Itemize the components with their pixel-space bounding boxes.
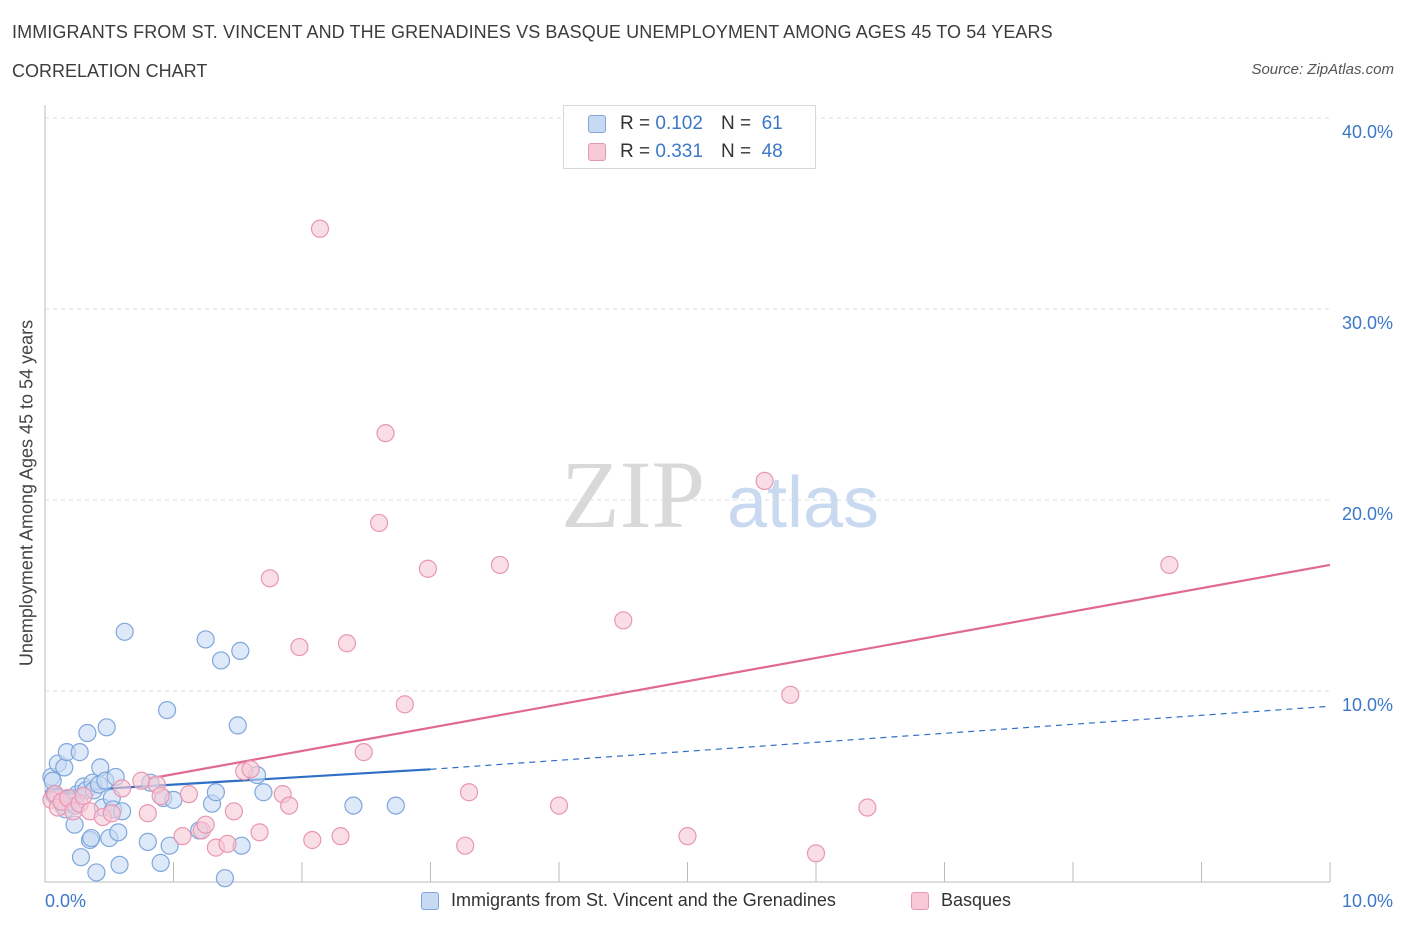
data-points (42, 219, 1179, 888)
point-immigrants (344, 796, 363, 815)
point-basques (74, 786, 93, 806)
source-credit: Source: ZipAtlas.com (1251, 61, 1394, 78)
point-immigrants (211, 651, 231, 670)
point-immigrants (151, 853, 170, 873)
point-basques (303, 830, 322, 850)
trend-line-basques (147, 563, 1331, 780)
point-basques (179, 785, 199, 804)
grid-lines (45, 117, 1330, 692)
point-basques (250, 823, 269, 842)
tick-labels: 10.0% 20.0% 30.0% 40.0% 0.0% 10.0% (45, 122, 1393, 911)
stats-legend: R = 0.102 N = 61 R = 0.331 N = 48 (563, 105, 816, 169)
point-immigrants (254, 783, 273, 802)
point-basques (337, 634, 357, 653)
point-immigrants (157, 700, 177, 720)
axes (44, 105, 1331, 883)
point-basques (781, 685, 800, 704)
point-immigrants (228, 716, 247, 735)
point-basques (260, 569, 279, 588)
watermark-zip: ZIP (561, 441, 705, 548)
series-legend-label: Immigrants from St. Vincent and the Gren… (451, 890, 836, 910)
point-basques (112, 779, 132, 798)
point-basques (614, 611, 633, 630)
point-immigrants (160, 836, 179, 855)
series-legend-immigrants: Immigrants from St. Vincent and the Gren… (421, 890, 836, 911)
point-basques (418, 559, 438, 578)
point-immigrants (115, 622, 134, 641)
trend-lines (44, 563, 1331, 794)
y-tick-label: 40.0% (1342, 122, 1393, 142)
trend-line-immigrants-dashed (430, 705, 1331, 770)
point-basques (138, 804, 157, 823)
point-immigrants (70, 743, 89, 762)
series-swatch-blue (421, 891, 439, 910)
x-tick-label: 0.0% (45, 891, 86, 911)
point-basques (132, 771, 151, 790)
point-immigrants (82, 828, 101, 848)
x-tick-label: 10.0% (1342, 891, 1393, 911)
legend-n-label: N = (720, 113, 752, 134)
point-basques (354, 743, 373, 762)
point-basques (1160, 555, 1179, 575)
point-immigrants (231, 641, 250, 660)
watermark: ZIP atlas (561, 441, 879, 548)
y-tick-label: 30.0% (1342, 313, 1393, 333)
legend-swatch-pink (588, 143, 606, 161)
chart-title: IMMIGRANTS FROM ST. VINCENT AND THE GREN… (12, 22, 1053, 42)
point-immigrants (71, 848, 91, 867)
point-immigrants (386, 796, 405, 815)
point-immigrants (78, 723, 97, 743)
series-legend-basques: Basques (911, 890, 1011, 911)
point-basques (290, 637, 309, 657)
y-tick-label: 10.0% (1342, 695, 1393, 715)
point-immigrants (97, 718, 116, 737)
point-basques (678, 827, 697, 846)
point-immigrants (87, 863, 106, 882)
point-basques (280, 796, 299, 815)
point-basques (173, 827, 192, 846)
point-immigrants (196, 630, 215, 649)
point-basques (102, 804, 121, 823)
point-immigrants (206, 783, 226, 802)
point-basques (151, 786, 170, 806)
legend-r-value: 0.331 (655, 141, 703, 162)
y-tick-label: 20.0% (1342, 504, 1393, 524)
point-basques (549, 796, 569, 815)
point-immigrants (215, 869, 234, 888)
point-basques (196, 815, 215, 834)
point-immigrants (109, 823, 128, 842)
series-legend-label: Basques (941, 890, 1012, 910)
point-basques (376, 424, 395, 443)
point-basques (395, 695, 414, 714)
point-basques (459, 783, 479, 802)
legend-n-value: 61 (761, 113, 783, 134)
point-basques (858, 798, 877, 817)
point-immigrants (138, 832, 157, 851)
legend-r-value: 0.102 (655, 113, 703, 134)
legend-row-immigrants: R = 0.102 N = 61 (588, 112, 783, 136)
point-basques (490, 555, 509, 575)
point-basques (456, 836, 475, 855)
legend-n-label: N = (720, 141, 752, 162)
point-immigrants (110, 855, 129, 874)
legend-row-basques: R = 0.331 N = 48 (588, 140, 783, 164)
legend-r-label: R = (620, 141, 651, 162)
legend-n-value: 48 (761, 141, 783, 162)
point-basques (806, 844, 826, 863)
point-basques (331, 827, 350, 846)
point-basques (310, 219, 330, 238)
point-basques (241, 760, 260, 779)
legend-swatch-blue (588, 115, 606, 133)
point-basques (370, 513, 389, 533)
point-basques (218, 834, 237, 853)
point-immigrants (55, 758, 74, 777)
legend-r-label: R = (620, 113, 651, 134)
point-basques (224, 802, 243, 821)
point-basques (755, 471, 774, 490)
watermark-atlas: atlas (727, 463, 879, 543)
chart-subtitle: CORRELATION CHART (12, 61, 208, 81)
series-swatch-pink (911, 891, 929, 910)
